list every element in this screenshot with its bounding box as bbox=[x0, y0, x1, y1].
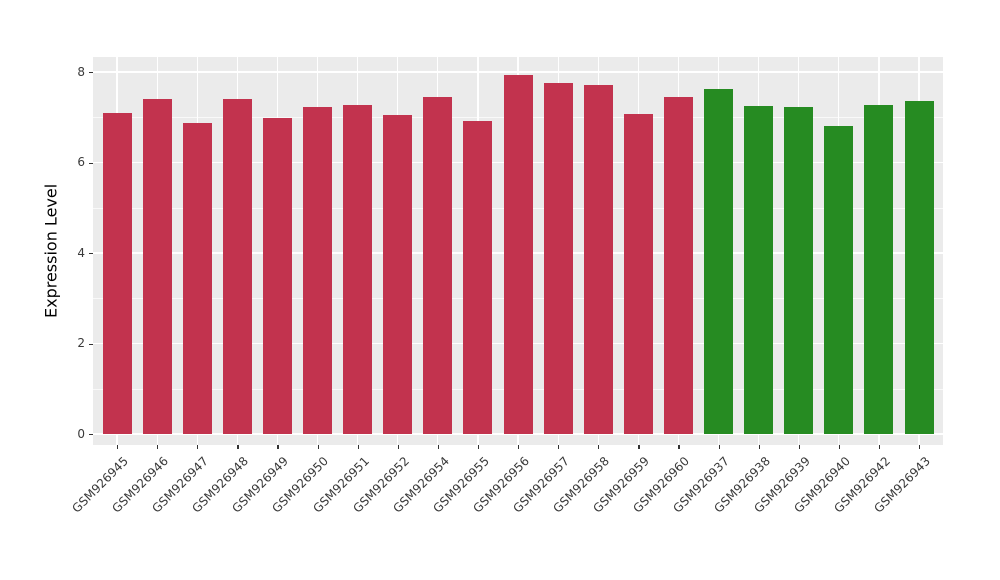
bar-GSM926947 bbox=[182, 123, 212, 434]
bar-GSM926939 bbox=[784, 106, 814, 434]
y-tickmark bbox=[89, 343, 93, 345]
plot-panel bbox=[93, 57, 943, 445]
y-tickmark bbox=[89, 72, 93, 74]
x-tickmark bbox=[437, 445, 440, 449]
bar-GSM926960 bbox=[663, 97, 693, 434]
x-tickmark bbox=[518, 445, 520, 449]
bar-GSM926955 bbox=[463, 121, 493, 434]
bar-GSM926958 bbox=[583, 85, 613, 434]
bar-GSM926940 bbox=[824, 125, 854, 434]
bar-GSM926946 bbox=[142, 99, 172, 434]
bar-GSM926956 bbox=[503, 75, 533, 434]
bar-GSM926951 bbox=[343, 105, 373, 434]
x-tickmark bbox=[718, 445, 720, 449]
bar-GSM926948 bbox=[222, 99, 252, 434]
x-tickmark bbox=[477, 445, 480, 449]
bar-GSM926959 bbox=[623, 113, 653, 434]
x-tickmark bbox=[237, 445, 239, 449]
bar-GSM926952 bbox=[383, 114, 413, 434]
bar-GSM926957 bbox=[543, 83, 573, 434]
x-tickmark bbox=[397, 445, 399, 449]
y-tick-label: 0 bbox=[77, 426, 85, 441]
y-tick-label: 6 bbox=[77, 155, 85, 169]
x-tickmark bbox=[157, 445, 159, 449]
y-tick-label: 4 bbox=[77, 245, 85, 260]
y-tick-label: 8 bbox=[77, 64, 85, 79]
bar-GSM926938 bbox=[744, 105, 774, 434]
bar-GSM926943 bbox=[904, 100, 934, 434]
x-tickmark bbox=[357, 445, 359, 449]
bar-GSM926950 bbox=[303, 107, 333, 434]
x-tickmark bbox=[558, 445, 560, 449]
x-tickmark bbox=[758, 445, 760, 449]
x-tickmark bbox=[277, 445, 279, 449]
y-tickmark bbox=[89, 162, 93, 164]
bar-GSM926954 bbox=[423, 97, 453, 434]
x-tickmark bbox=[598, 445, 600, 449]
x-tickmark bbox=[878, 445, 881, 449]
x-tickmark bbox=[678, 445, 680, 449]
x-tickmark bbox=[919, 445, 921, 449]
bar-GSM926949 bbox=[262, 117, 292, 434]
y-tickmark bbox=[89, 434, 93, 436]
bar-GSM926937 bbox=[704, 89, 734, 434]
x-tickmark bbox=[197, 445, 199, 449]
y-tick-label: 2 bbox=[77, 336, 85, 350]
x-tickmark bbox=[798, 445, 800, 449]
x-tickmark bbox=[317, 445, 319, 449]
x-tickmark bbox=[638, 445, 640, 449]
x-tickmark bbox=[838, 445, 841, 449]
bar-GSM926945 bbox=[102, 113, 132, 434]
x-tickmark bbox=[117, 445, 119, 449]
bar-GSM926942 bbox=[864, 104, 894, 434]
y-tickmark bbox=[89, 253, 93, 255]
